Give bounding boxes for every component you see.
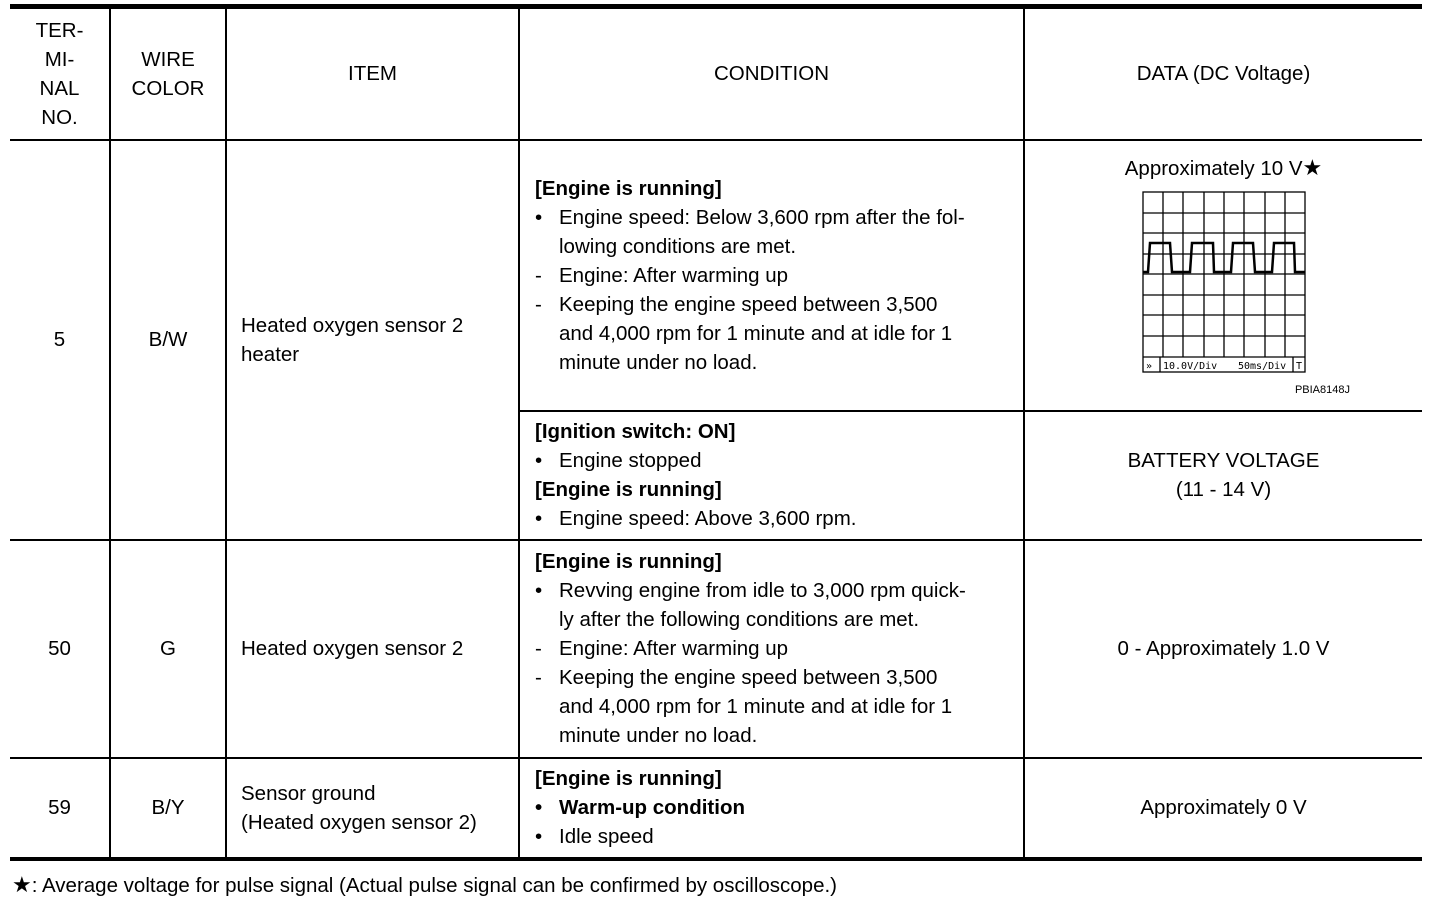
condition-subitem: - Keeping the engine speed between 3,500 … bbox=[535, 663, 1017, 750]
star-icon: ★ bbox=[1302, 154, 1323, 180]
condition-text: Engine: After warming up bbox=[559, 637, 789, 660]
condition-text: Warm-up condition bbox=[559, 796, 745, 819]
condition-text: Idle speed bbox=[559, 825, 654, 848]
data-value: Approximately 10 V★ » 10.0V/Div 50ms/Div… bbox=[1023, 138, 1422, 412]
terminal-no: 59 bbox=[10, 756, 111, 861]
condition-bullet: • Engine stopped bbox=[535, 446, 1017, 475]
condition-text: Keeping the engine speed between 3,500 a… bbox=[559, 292, 953, 374]
header-condition: CONDITION bbox=[518, 4, 1025, 141]
condition-heading: [Ignition switch: ON] bbox=[535, 420, 736, 443]
data-text: Approximately 10 V bbox=[1124, 156, 1303, 180]
header-item: ITEM bbox=[225, 4, 520, 141]
bullet-marker: • bbox=[535, 449, 543, 472]
header-row: TER- MI- NAL NO. WIRE COLOR ITEM CONDITI… bbox=[10, 4, 1422, 141]
condition-heading: [Engine is running] bbox=[535, 176, 722, 200]
condition-bullet: • Idle speed bbox=[535, 822, 1017, 851]
data-value: BATTERY VOLTAGE (11 - 14 V) bbox=[1023, 409, 1422, 541]
data-value: Approximately 0 V bbox=[1023, 756, 1422, 861]
bullet-marker: • bbox=[535, 579, 543, 602]
scope-trigger: T bbox=[1296, 361, 1302, 372]
table-row: 59 B/Y Sensor ground (Heated oxygen sens… bbox=[10, 756, 1422, 861]
scope-signal bbox=[1142, 241, 1305, 273]
condition-text: Engine: After warming up bbox=[559, 263, 789, 287]
terminal-no: 5 bbox=[10, 138, 111, 541]
footnote: ★: Average voltage for pulse signal (Act… bbox=[12, 872, 837, 898]
condition-heading: [Engine is running] bbox=[535, 478, 722, 501]
table-row: [Ignition switch: ON] • Engine stopped [E… bbox=[10, 409, 1422, 541]
condition: [Engine is running] • Warm-up condition •… bbox=[518, 756, 1025, 861]
condition-bullet: • Engine speed: Above 3,600 rpm. bbox=[535, 504, 1017, 533]
condition-bullet: • Engine speed: Below 3,600 rpm after the… bbox=[535, 203, 1017, 261]
condition-text: Engine speed: Above 3,600 rpm. bbox=[559, 507, 857, 530]
header-terminal-no: TER- MI- NAL NO. bbox=[10, 4, 111, 141]
terminal-data-table: TER- MI- NAL NO. WIRE COLOR ITEM CONDITI… bbox=[10, 4, 1422, 861]
condition-text: Engine stopped bbox=[559, 449, 702, 472]
bullet-marker: • bbox=[535, 796, 543, 819]
condition-subitem: - Keeping the engine speed between 3,500 … bbox=[535, 290, 1017, 377]
bullet-marker: • bbox=[535, 507, 543, 530]
table-row: 5 B/W Heated oxygen sensor 2 heater [Eng… bbox=[10, 138, 1422, 541]
condition-heading: [Engine is running] bbox=[535, 767, 722, 790]
item: Sensor ground (Heated oxygen sensor 2) bbox=[225, 756, 520, 861]
condition-bullet: • Warm-up condition bbox=[535, 793, 1017, 822]
oscilloscope-waveform: » 10.0V/Div 50ms/Div T bbox=[1141, 190, 1306, 373]
header-data: DATA (DC Voltage) bbox=[1023, 4, 1422, 141]
star-icon: ★ bbox=[12, 872, 32, 897]
item: Heated oxygen sensor 2 bbox=[225, 538, 520, 759]
condition-heading: [Engine is running] bbox=[535, 550, 722, 573]
figure-code: PBIA8148J bbox=[1294, 383, 1350, 396]
condition-text: Keeping the engine speed between 3,500 a… bbox=[559, 666, 953, 747]
condition-text: Revving engine from idle to 3,000 rpm qu… bbox=[559, 579, 966, 631]
footnote-text: : Average voltage for pulse signal (Actu… bbox=[31, 874, 837, 897]
dash-marker: - bbox=[535, 263, 542, 287]
condition-bullet: • Revving engine from idle to 3,000 rpm q… bbox=[535, 576, 1017, 634]
scope-volt-div: 10.0V/Div bbox=[1163, 361, 1217, 372]
bullet-marker: • bbox=[535, 205, 543, 229]
wire-color: G bbox=[109, 538, 227, 759]
header-wire-color: WIRE COLOR bbox=[109, 4, 227, 141]
terminal-no: 50 bbox=[10, 538, 111, 759]
condition: [Ignition switch: ON] • Engine stopped [E… bbox=[519, 409, 1025, 541]
condition: [Engine is running] • Engine speed: Below… bbox=[518, 138, 1025, 412]
scope-arrow: » bbox=[1146, 361, 1152, 372]
condition-text: Engine speed: Below 3,600 rpm after the … bbox=[559, 205, 965, 258]
condition-subitem: - Engine: After warming up bbox=[535, 634, 1017, 663]
wire-color: B/Y bbox=[109, 756, 227, 861]
dash-marker: - bbox=[535, 292, 542, 316]
condition-subitem: - Engine: After warming up bbox=[535, 261, 1017, 290]
data-value: 0 - Approximately 1.0 V bbox=[1023, 538, 1422, 759]
dash-marker: - bbox=[535, 637, 542, 660]
dash-marker: - bbox=[535, 666, 542, 689]
table-row: 50 G Heated oxygen sensor 2 [Engine is r… bbox=[10, 538, 1422, 759]
scope-time-div: 50ms/Div bbox=[1238, 361, 1286, 372]
bullet-marker: • bbox=[535, 825, 543, 848]
condition: [Engine is running] • Revving engine from… bbox=[518, 538, 1025, 759]
scope-grid bbox=[1141, 190, 1306, 373]
wire-color: B/W bbox=[109, 138, 227, 541]
item: Heated oxygen sensor 2 heater bbox=[225, 138, 520, 541]
